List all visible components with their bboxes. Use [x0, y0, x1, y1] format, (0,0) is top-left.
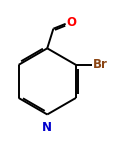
Text: O: O: [67, 16, 77, 29]
Text: N: N: [42, 121, 52, 134]
Text: Br: Br: [92, 58, 107, 71]
